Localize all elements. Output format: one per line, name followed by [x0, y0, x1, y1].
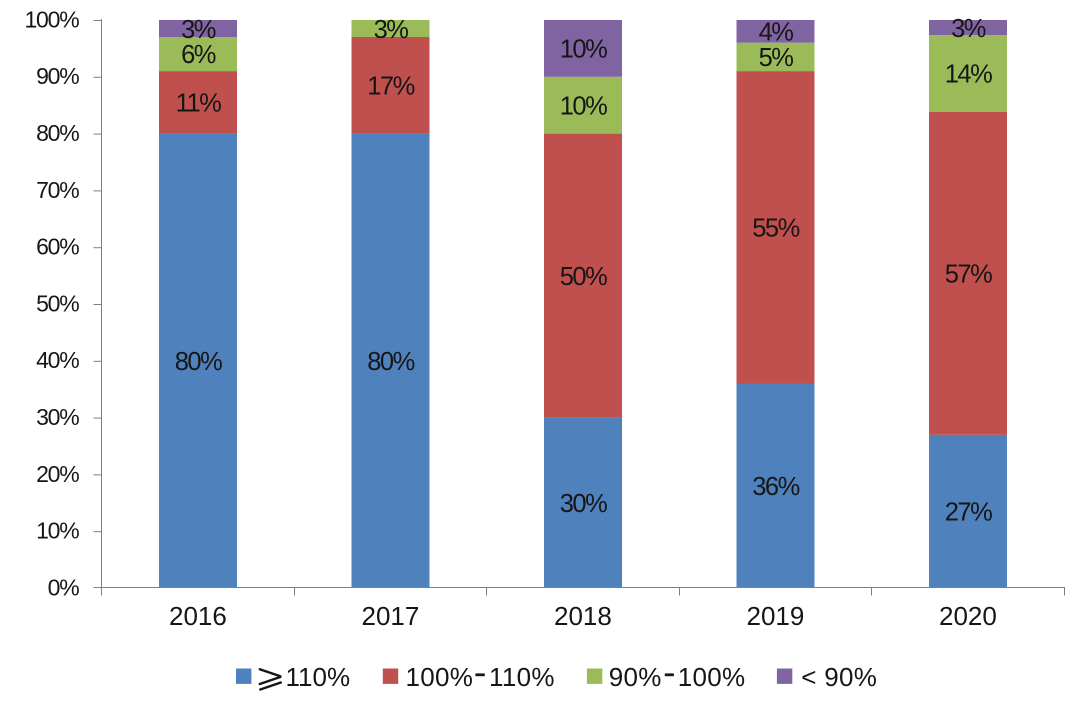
svg-text:2017: 2017: [362, 601, 420, 631]
svg-text:4%: 4%: [759, 19, 794, 47]
svg-text:20%: 20%: [36, 461, 79, 487]
svg-text:2020: 2020: [939, 601, 997, 631]
svg-text:100%: 100%: [678, 662, 746, 692]
svg-text:36%: 36%: [752, 473, 799, 501]
svg-text:30%: 30%: [560, 490, 607, 518]
svg-text:80%: 80%: [175, 348, 222, 376]
svg-text:40%: 40%: [36, 347, 79, 373]
svg-text:110%: 110%: [286, 662, 351, 692]
svg-text:0%: 0%: [48, 574, 80, 600]
svg-text:3%: 3%: [181, 16, 216, 44]
svg-text:2019: 2019: [747, 601, 805, 631]
svg-text:100%: 100%: [24, 6, 79, 32]
svg-text:50%: 50%: [560, 263, 607, 291]
svg-text:< 90%: < 90%: [801, 662, 877, 692]
svg-text:14%: 14%: [945, 61, 992, 89]
svg-text:3%: 3%: [951, 15, 986, 43]
svg-text:2018: 2018: [554, 601, 612, 631]
svg-text:100%: 100%: [406, 662, 474, 692]
svg-text:70%: 70%: [36, 177, 79, 203]
svg-text:60%: 60%: [36, 234, 79, 260]
svg-text:5%: 5%: [759, 44, 794, 72]
svg-text:10%: 10%: [560, 92, 607, 120]
svg-text:80%: 80%: [36, 120, 79, 146]
svg-text:2016: 2016: [169, 601, 227, 631]
svg-text:17%: 17%: [367, 73, 414, 101]
svg-text:55%: 55%: [752, 214, 799, 242]
svg-text:10%: 10%: [36, 518, 79, 544]
svg-text:6%: 6%: [181, 41, 216, 69]
svg-text:110%: 110%: [489, 662, 555, 692]
svg-text:3%: 3%: [374, 16, 409, 44]
svg-text:30%: 30%: [36, 404, 79, 430]
svg-text:90%: 90%: [36, 63, 79, 89]
svg-text:90%: 90%: [609, 662, 662, 692]
svg-text:57%: 57%: [945, 260, 992, 288]
svg-text:50%: 50%: [36, 290, 79, 316]
svg-text:11%: 11%: [176, 90, 221, 118]
svg-text:27%: 27%: [945, 499, 992, 527]
svg-text:10%: 10%: [560, 36, 607, 64]
svg-text:80%: 80%: [367, 348, 414, 376]
